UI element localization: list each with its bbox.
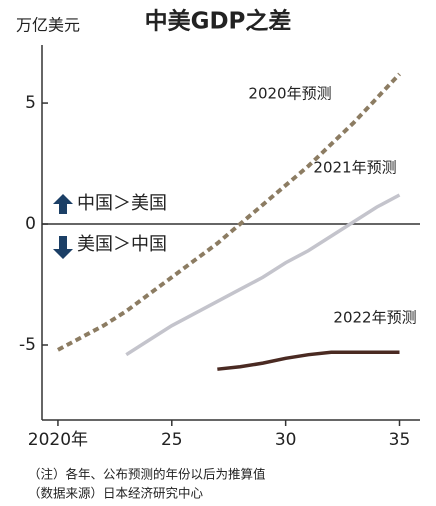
y-tick-label: 5: [25, 93, 36, 113]
series-label: 2021年预测: [313, 159, 396, 177]
x-tick-label: 25: [161, 430, 183, 450]
series-line: [217, 350, 400, 371]
up-arrow: [53, 194, 73, 214]
chart-title: 中美GDP之差: [145, 8, 292, 35]
x-tick-label: 2020年: [28, 430, 88, 450]
annotation: 中国＞美国: [77, 193, 167, 214]
note: （注）各年、公布预测的年份以后为推算值: [28, 467, 266, 482]
y-tick-label: -5: [19, 335, 36, 355]
annotation: 美国＞中国: [77, 234, 167, 255]
y-tick-label: 0: [25, 214, 36, 234]
x-tick-label: 35: [389, 430, 411, 450]
series-line: [57, 72, 401, 352]
series-line: [125, 193, 401, 357]
x-tick-label: 30: [275, 430, 297, 450]
series-label: 2022年预测: [333, 309, 416, 327]
series-label: 2020年预测: [248, 85, 331, 103]
y-axis-label: 万亿美元: [16, 16, 80, 35]
note: （数据来源）日本经济研究中心: [28, 486, 204, 501]
down-arrow: [53, 236, 73, 259]
